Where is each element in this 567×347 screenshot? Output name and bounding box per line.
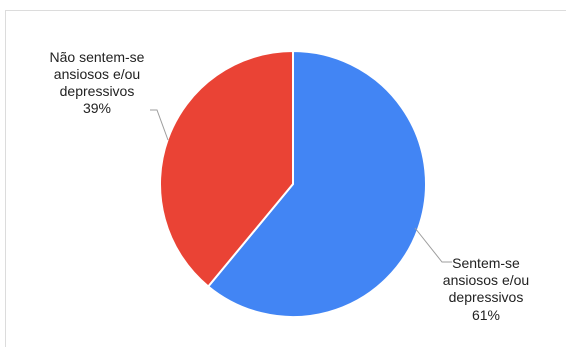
label-nao-sentem-line-1: Não sentem-se [50,49,145,65]
label-nao-sentem-line-2: ansiosos e/ou [54,66,140,82]
label-nao-sentem-percent: 39% [83,100,111,116]
chart-frame [5,10,566,347]
leader-line-sentem [414,227,452,263]
label-sentem: Sentem-se ansiosos e/ou depressivos 61% [443,255,529,323]
leader-line-nao-sentem [150,109,169,141]
pie-slice-sentem [206,49,427,318]
label-sentem-line-1: Sentem-se [452,255,520,271]
label-sentem-line-3: depressivos [449,289,524,305]
label-nao-sentem: Não sentem-se ansiosos e/ou depressivos … [50,49,145,116]
label-sentem-line-2: ansiosos e/ou [443,272,529,288]
label-nao-sentem-line-3: depressivos [60,83,135,99]
label-sentem-percent: 61% [472,307,500,323]
